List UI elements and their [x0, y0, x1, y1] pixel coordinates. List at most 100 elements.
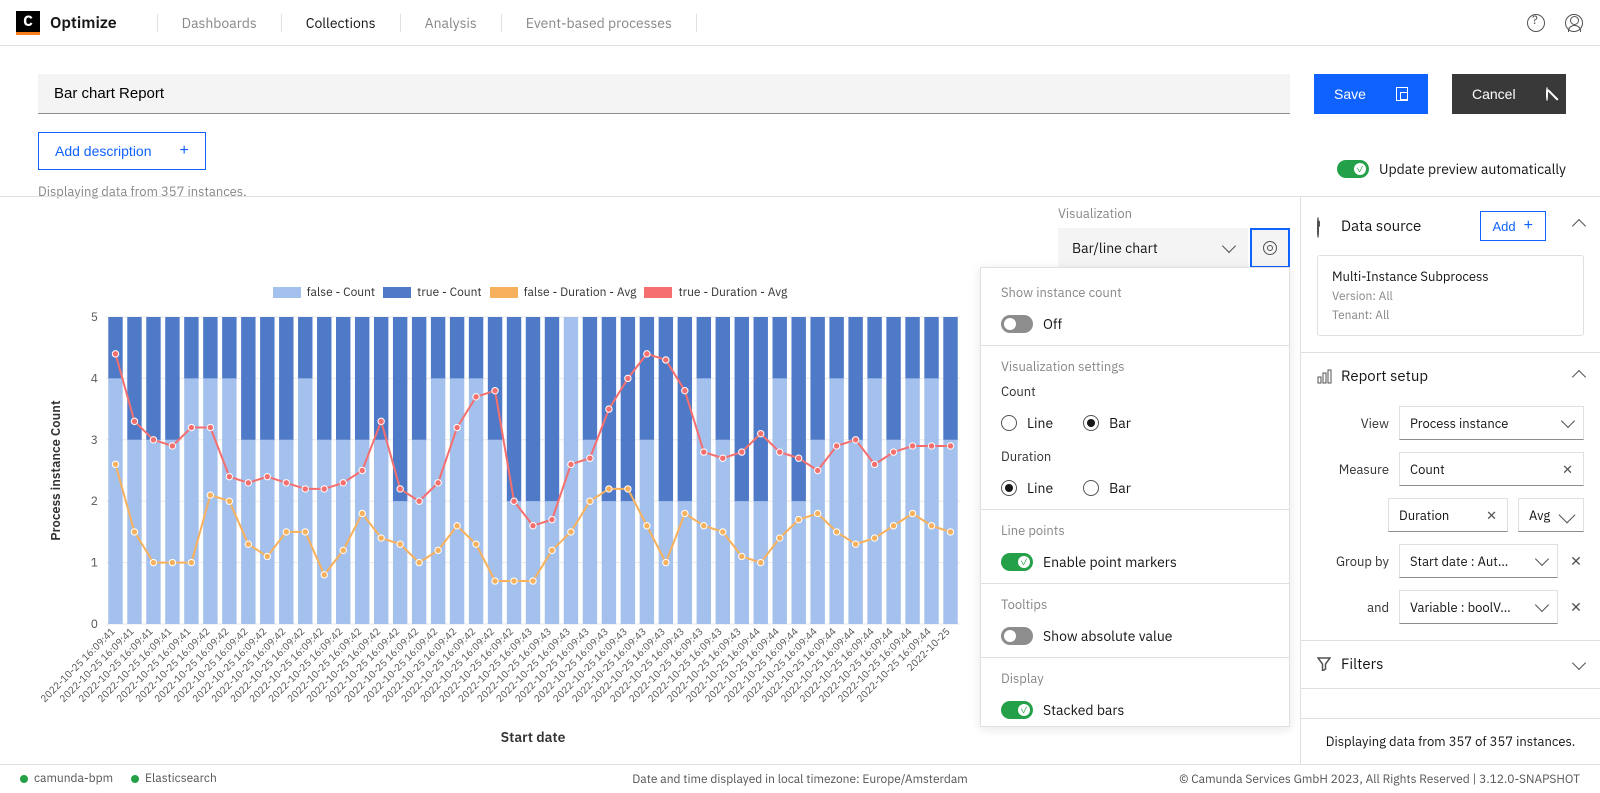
app-brand: Optimize — [50, 13, 117, 33]
chevron-up-icon[interactable] — [1572, 369, 1586, 383]
user-icon[interactable] — [1564, 13, 1584, 33]
tooltips-label: Tooltips — [1001, 596, 1269, 613]
tooltips-toggle[interactable] — [1001, 627, 1033, 645]
preview-toggle-label: Update preview automatically — [1379, 160, 1566, 178]
chevron-down-icon — [1535, 552, 1549, 566]
nav-analysis[interactable]: Analysis — [401, 14, 502, 32]
data-source-tenant: Tenant: All — [1332, 308, 1569, 323]
and-value: Variable : boolV… — [1410, 599, 1511, 616]
filter-icon — [1317, 657, 1333, 673]
visualization-settings-button[interactable] — [1250, 228, 1290, 268]
config-panel: Data source Add + Multi-Instance Subproc… — [1300, 197, 1600, 764]
view-value: Process instance — [1410, 415, 1508, 432]
measure-agg-value: Avg — [1529, 507, 1550, 524]
measure-duration-value: Duration — [1399, 507, 1449, 524]
visualization-settings-popover: Show instance count Off Visualization se… — [980, 267, 1290, 727]
duration-label: Duration — [1001, 448, 1269, 465]
chart-area: Visualization Bar/line chart false - Cou… — [0, 197, 1300, 764]
view-label: View — [1317, 415, 1389, 432]
count-line-radio[interactable] — [1001, 415, 1017, 431]
count-bar-radio[interactable] — [1083, 415, 1099, 431]
svg-text:Process instance Count: Process instance Count — [47, 400, 64, 541]
add-data-source-button[interactable]: Add + — [1480, 211, 1546, 241]
chart-legend: false - Count true - Count false - Duratio… — [90, 285, 970, 300]
cancel-button[interactable]: Cancel — [1452, 74, 1566, 114]
nav-dashboards[interactable]: Dashboards — [157, 14, 282, 32]
remove-groupby[interactable]: ✕ — [1568, 552, 1584, 570]
rail-footer-note: Displaying data from 357 of 357 instance… — [1301, 718, 1600, 764]
chevron-down-icon[interactable] — [1572, 655, 1586, 669]
app-logo: C — [16, 11, 40, 35]
data-source-header: Data source — [1341, 217, 1421, 236]
show-instance-count-label: Show instance count — [1001, 284, 1269, 301]
measure-count-select[interactable]: Count ✕ — [1399, 452, 1584, 486]
legend-swatch — [383, 287, 411, 298]
duration-bar-radio[interactable] — [1083, 480, 1099, 496]
visualization-selected: Bar/line chart — [1072, 239, 1158, 257]
nav-collections[interactable]: Collections — [282, 14, 401, 32]
svg-text:3: 3 — [91, 433, 98, 448]
legend-swatch — [273, 287, 301, 298]
status-dot-icon — [20, 775, 28, 783]
duration-bar-option: Bar — [1109, 479, 1131, 497]
remove-and[interactable]: ✕ — [1568, 598, 1584, 616]
chevron-down-icon — [1222, 238, 1236, 252]
visualization-settings-heading: Visualization settings — [1001, 358, 1269, 375]
top-bar: C Optimize DashboardsCollectionsAnalysis… — [0, 0, 1600, 46]
measure-count-value: Count — [1410, 461, 1445, 478]
chevron-down-icon — [1535, 598, 1549, 612]
gear-icon — [1263, 241, 1277, 255]
save-button[interactable]: Save — [1314, 74, 1428, 114]
remove-measure-duration[interactable]: ✕ — [1486, 507, 1497, 524]
data-source-name: Multi-Instance Subprocess — [1332, 268, 1569, 285]
stacked-bars-option: Stacked bars — [1043, 701, 1124, 719]
svg-text:4: 4 — [91, 371, 98, 386]
groupby-select[interactable]: Start date : Aut… — [1399, 544, 1558, 578]
cancel-icon — [1546, 87, 1548, 101]
help-icon[interactable] — [1526, 13, 1546, 33]
svg-text:1: 1 — [91, 556, 98, 571]
tooltips-option: Show absolute value — [1043, 627, 1172, 645]
data-source-card[interactable]: Multi-Instance Subprocess Version: All T… — [1317, 255, 1584, 336]
show-instance-count-value: Off — [1043, 315, 1062, 333]
line-points-label: Line points — [1001, 522, 1269, 539]
and-select[interactable]: Variable : boolV… — [1399, 590, 1558, 624]
count-line-option: Line — [1027, 414, 1053, 432]
svg-text:0: 0 — [91, 617, 98, 632]
visualization-select[interactable]: Bar/line chart — [1058, 228, 1248, 268]
stacked-bars-toggle[interactable] — [1001, 701, 1033, 719]
preview-toggle[interactable] — [1337, 160, 1369, 178]
measure-label: Measure — [1317, 461, 1389, 478]
cancel-button-label: Cancel — [1472, 86, 1516, 102]
groupby-value: Start date : Aut… — [1410, 553, 1508, 570]
display-label: Display — [1001, 670, 1269, 687]
count-bar-option: Bar — [1109, 414, 1131, 432]
add-description-label: Add description — [55, 143, 152, 159]
add-description-button[interactable]: Add description + — [38, 132, 206, 170]
count-label: Count — [1001, 383, 1269, 400]
save-button-label: Save — [1334, 86, 1366, 102]
database-icon — [1317, 217, 1319, 238]
nav-event-based-processes[interactable]: Event-based processes — [502, 14, 697, 32]
report-title-input[interactable] — [38, 74, 1290, 114]
measure-duration-select[interactable]: Duration ✕ — [1388, 498, 1508, 532]
status-elasticsearch: Elasticsearch — [131, 771, 217, 786]
groupby-label: Group by — [1317, 553, 1389, 570]
svg-text:2: 2 — [91, 494, 98, 509]
remove-measure-count[interactable]: ✕ — [1562, 461, 1573, 478]
legend-item: false - Count — [273, 285, 375, 300]
pencil-icon — [1559, 507, 1576, 524]
svg-text:5: 5 — [91, 310, 98, 325]
svg-text:Start date: Start date — [501, 728, 566, 746]
legend-item: false - Duration - Avg — [490, 285, 637, 300]
footer-copyright: © Camunda Services GmbH 2023, All Rights… — [1179, 772, 1580, 787]
legend-item: true - Count — [383, 285, 482, 300]
line-points-toggle[interactable] — [1001, 553, 1033, 571]
measure-agg-select[interactable]: Avg — [1518, 498, 1584, 532]
chart-icon — [1317, 369, 1333, 385]
duration-line-option: Line — [1027, 479, 1053, 497]
duration-line-radio[interactable] — [1001, 480, 1017, 496]
chevron-up-icon[interactable] — [1572, 219, 1586, 233]
show-instance-count-toggle[interactable] — [1001, 315, 1033, 333]
view-select[interactable]: Process instance — [1399, 406, 1584, 440]
